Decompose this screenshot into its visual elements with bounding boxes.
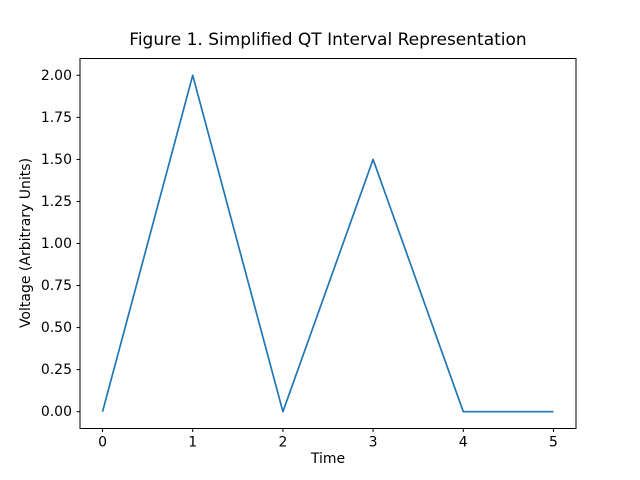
y-tick-label: 0.50 xyxy=(41,320,72,336)
y-axis-label: Voltage (Arbitrary Units) xyxy=(18,157,34,329)
y-tick-label: 1.00 xyxy=(41,236,72,252)
y-tick-label: 0.00 xyxy=(41,404,72,420)
y-tick-label: 1.50 xyxy=(41,152,72,168)
y-tick-label: 0.75 xyxy=(41,278,72,294)
x-tick-label: 1 xyxy=(188,435,197,451)
x-axis-label: Time xyxy=(310,451,346,467)
x-tick-label: 0 xyxy=(98,435,107,451)
y-tick-label: 1.75 xyxy=(41,110,72,126)
y-tick-label: 0.25 xyxy=(41,362,72,378)
y-tick-label: 1.25 xyxy=(41,194,72,210)
data-line xyxy=(101,74,554,413)
x-tick-label: 3 xyxy=(369,435,378,451)
y-tick-label: 2.00 xyxy=(41,68,72,84)
x-tick-label: 2 xyxy=(278,435,287,451)
chart-title: Figure 1. Simplified QT Interval Represe… xyxy=(129,30,527,50)
x-tick-label: 5 xyxy=(549,435,558,451)
axes-frame xyxy=(79,58,577,429)
x-tick-label: 4 xyxy=(459,435,468,451)
